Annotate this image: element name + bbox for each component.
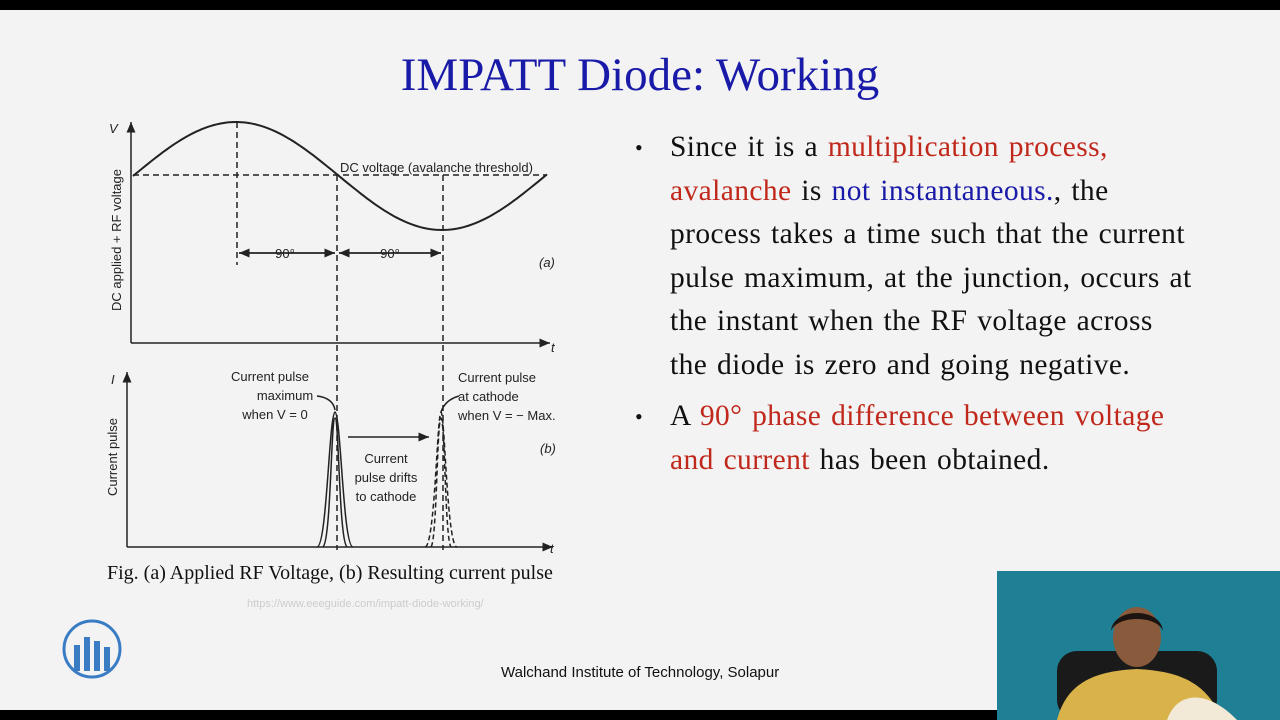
logo [62,619,122,679]
bullet-text: has been obtained. [809,443,1050,476]
current-pulse [316,411,354,548]
rf-voltage-curve [132,121,548,232]
footer: Walchand Institute of Technology, Solapu… [501,664,780,681]
source-url: https://www.eeeguide.com/impatt-diode-wo… [247,598,484,610]
panel-label: (b) [540,441,556,456]
annotation: pulse drifts [355,470,418,485]
panel-label: (a) [539,255,555,270]
axis-label: Current pulse [105,418,120,496]
annotation: Current pulse [231,369,309,384]
leader [316,395,336,411]
axis-label: I [111,372,115,387]
axis-label: DC applied + RF voltage [109,169,124,311]
bullet-text: 90° phase difference between voltage and… [670,400,1165,476]
axis-label: t [550,541,555,556]
figure-caption: Fig. (a) Applied RF Voltage, (b) Resulti… [107,562,553,584]
annotation: Current [364,451,408,466]
phase-label: 90° [380,246,400,261]
bullet: Since it is a multiplication process, av… [635,126,1195,387]
bullet-text: multiplication process, avalanche [670,131,1108,207]
current-pulse-cathode [424,411,458,548]
axis-label: t [551,340,556,355]
presenter-video [997,571,1280,720]
annotation: when V = 0 [241,407,307,422]
slide-title: IMPATT Diode: Working [400,49,880,101]
threshold-label: DC voltage (avalanche threshold) [340,160,533,175]
bullet-text: Since it is a [670,131,828,163]
annotation: to cathode [356,489,417,504]
leader [440,395,460,413]
phase-label: 90° [275,246,295,261]
slide: IMPATT Diode: Working V DC applied + RF … [0,10,1280,720]
bullet-text: not instantaneous. [831,174,1054,207]
bullet-list: Since it is a multiplication process, av… [635,126,1195,490]
axis-label: V [109,121,119,136]
guides [236,122,444,550]
bullet: A 90° phase difference between voltage a… [635,395,1195,482]
bullet-text: is [791,174,832,207]
annotation: Current pulse [458,370,536,385]
annotation: at cathode [458,389,519,404]
annotation: when V = − Max. [457,408,556,423]
annotation: maximum [257,388,313,403]
figure: V DC applied + RF voltage DC voltage (av… [105,121,556,556]
bullet-text: A [670,400,700,432]
bullet-text: , the process takes a time such that the… [670,174,1192,381]
